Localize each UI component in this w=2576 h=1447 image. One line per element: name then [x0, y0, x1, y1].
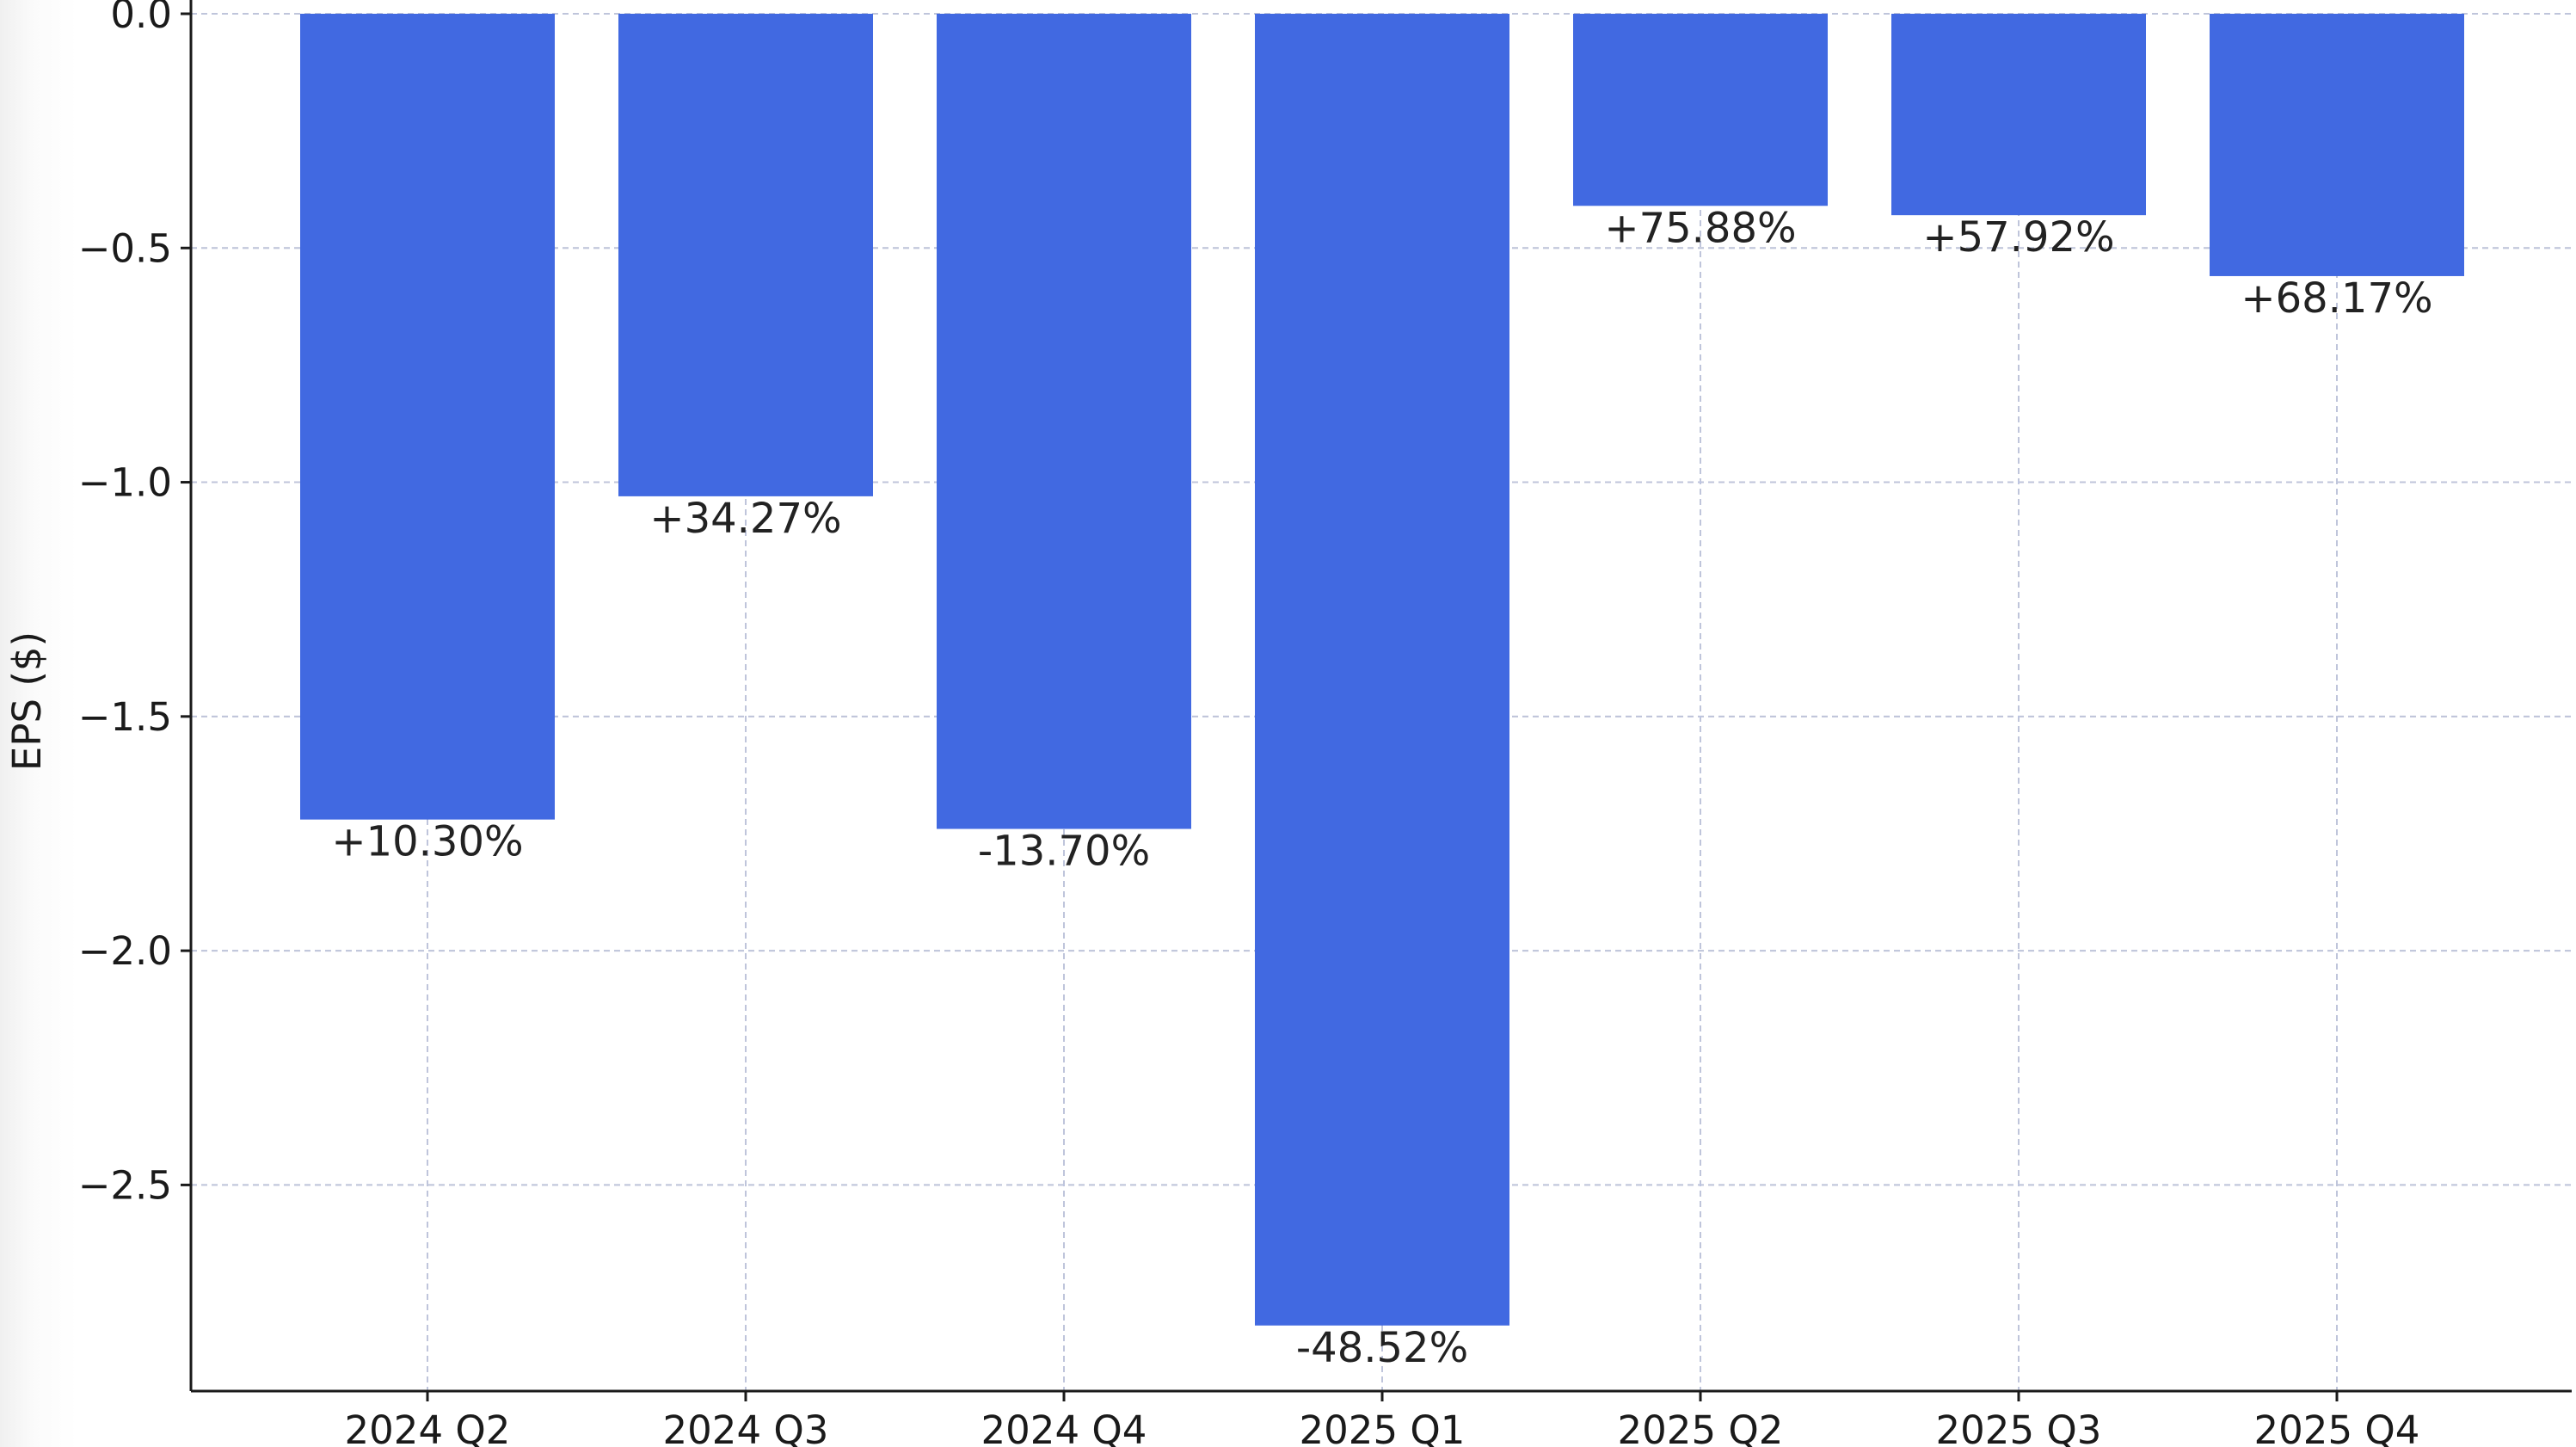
bar-data-label: +57.92%	[1922, 213, 2114, 262]
x-tick-label: 2025 Q4	[2254, 1407, 2420, 1447]
bars-layer	[300, 14, 2464, 1326]
y-tick-label: −2.5	[78, 1162, 172, 1208]
bar-data-label: +75.88%	[1604, 204, 1796, 252]
y-axis-label: EPS ($)	[4, 631, 50, 771]
bar-data-label: +34.27%	[649, 495, 841, 543]
bar	[618, 14, 873, 496]
bar	[1255, 14, 1509, 1326]
bar	[300, 14, 555, 820]
bar-data-label: -48.52%	[1296, 1324, 1468, 1372]
axes-layer: 0.0 −0.5 −1.0 −1.5 −2.0 −2.5 2024 Q2 2024 Q3 202…	[78, 0, 2572, 1447]
y-tick-label: 0.0	[110, 0, 172, 37]
x-tick-label: 2024 Q4	[981, 1407, 1147, 1447]
bar-data-label: -13.70%	[978, 828, 1150, 876]
bar-data-label: +68.17%	[2241, 274, 2432, 323]
bar	[937, 14, 1191, 829]
x-tick-label: 2024 Q2	[345, 1407, 511, 1447]
y-tick-label: −2.0	[78, 928, 172, 974]
bar	[1891, 14, 2146, 216]
x-tick-label: 2024 Q3	[663, 1407, 829, 1447]
x-tick-label: 2025 Q3	[1936, 1407, 2102, 1447]
x-tick-label: 2025 Q1	[1300, 1407, 1466, 1447]
bar-data-label: +10.30%	[331, 818, 523, 866]
x-tick-label: 2025 Q2	[1618, 1407, 1784, 1447]
y-tick-label: −1.5	[78, 694, 172, 740]
bar	[2210, 14, 2464, 276]
bar	[1573, 14, 1828, 206]
y-tick-label: −0.5	[78, 225, 172, 271]
labels-layer: +10.30% +34.27% -13.70% -48.52% +75.88% +57.9…	[331, 204, 2432, 1371]
y-tick-label: −1.0	[78, 460, 172, 506]
